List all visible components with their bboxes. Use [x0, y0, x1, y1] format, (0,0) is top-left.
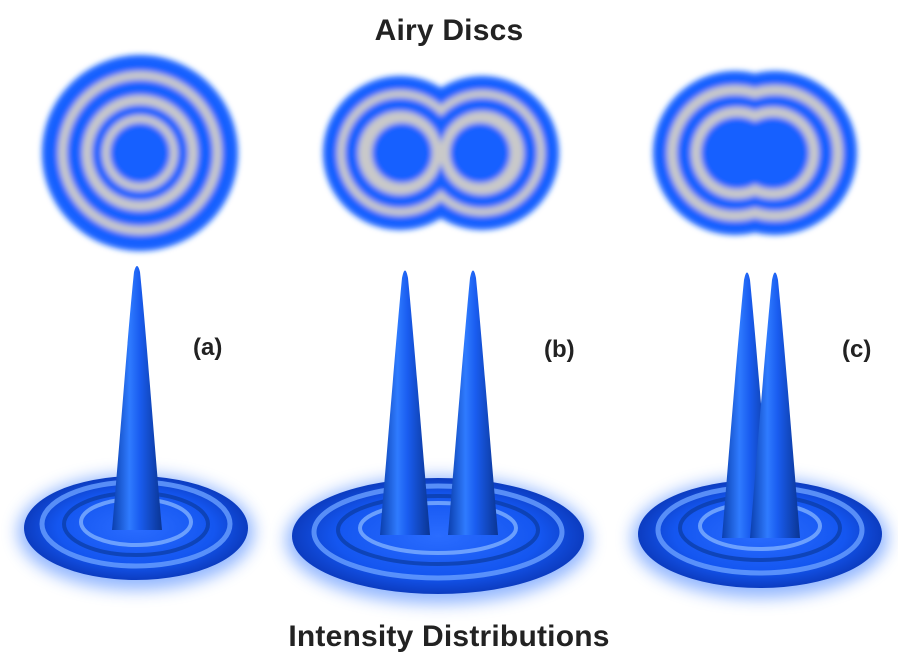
airy-disc-c	[653, 71, 857, 235]
panel-label-c: (c)	[842, 336, 872, 363]
intensity-distributions-title: Intensity Distributions	[288, 620, 610, 653]
panel-label-b: (b)	[544, 336, 575, 363]
airy-disc-a	[42, 55, 238, 251]
airy-discs-title: Airy Discs	[374, 14, 524, 47]
intensity-peak-a	[18, 266, 254, 590]
intensity-peaks-b	[286, 270, 590, 604]
panel-label-a: (a)	[193, 334, 223, 361]
intensity-peaks-c	[632, 272, 888, 598]
airy-disc-b	[323, 76, 559, 230]
